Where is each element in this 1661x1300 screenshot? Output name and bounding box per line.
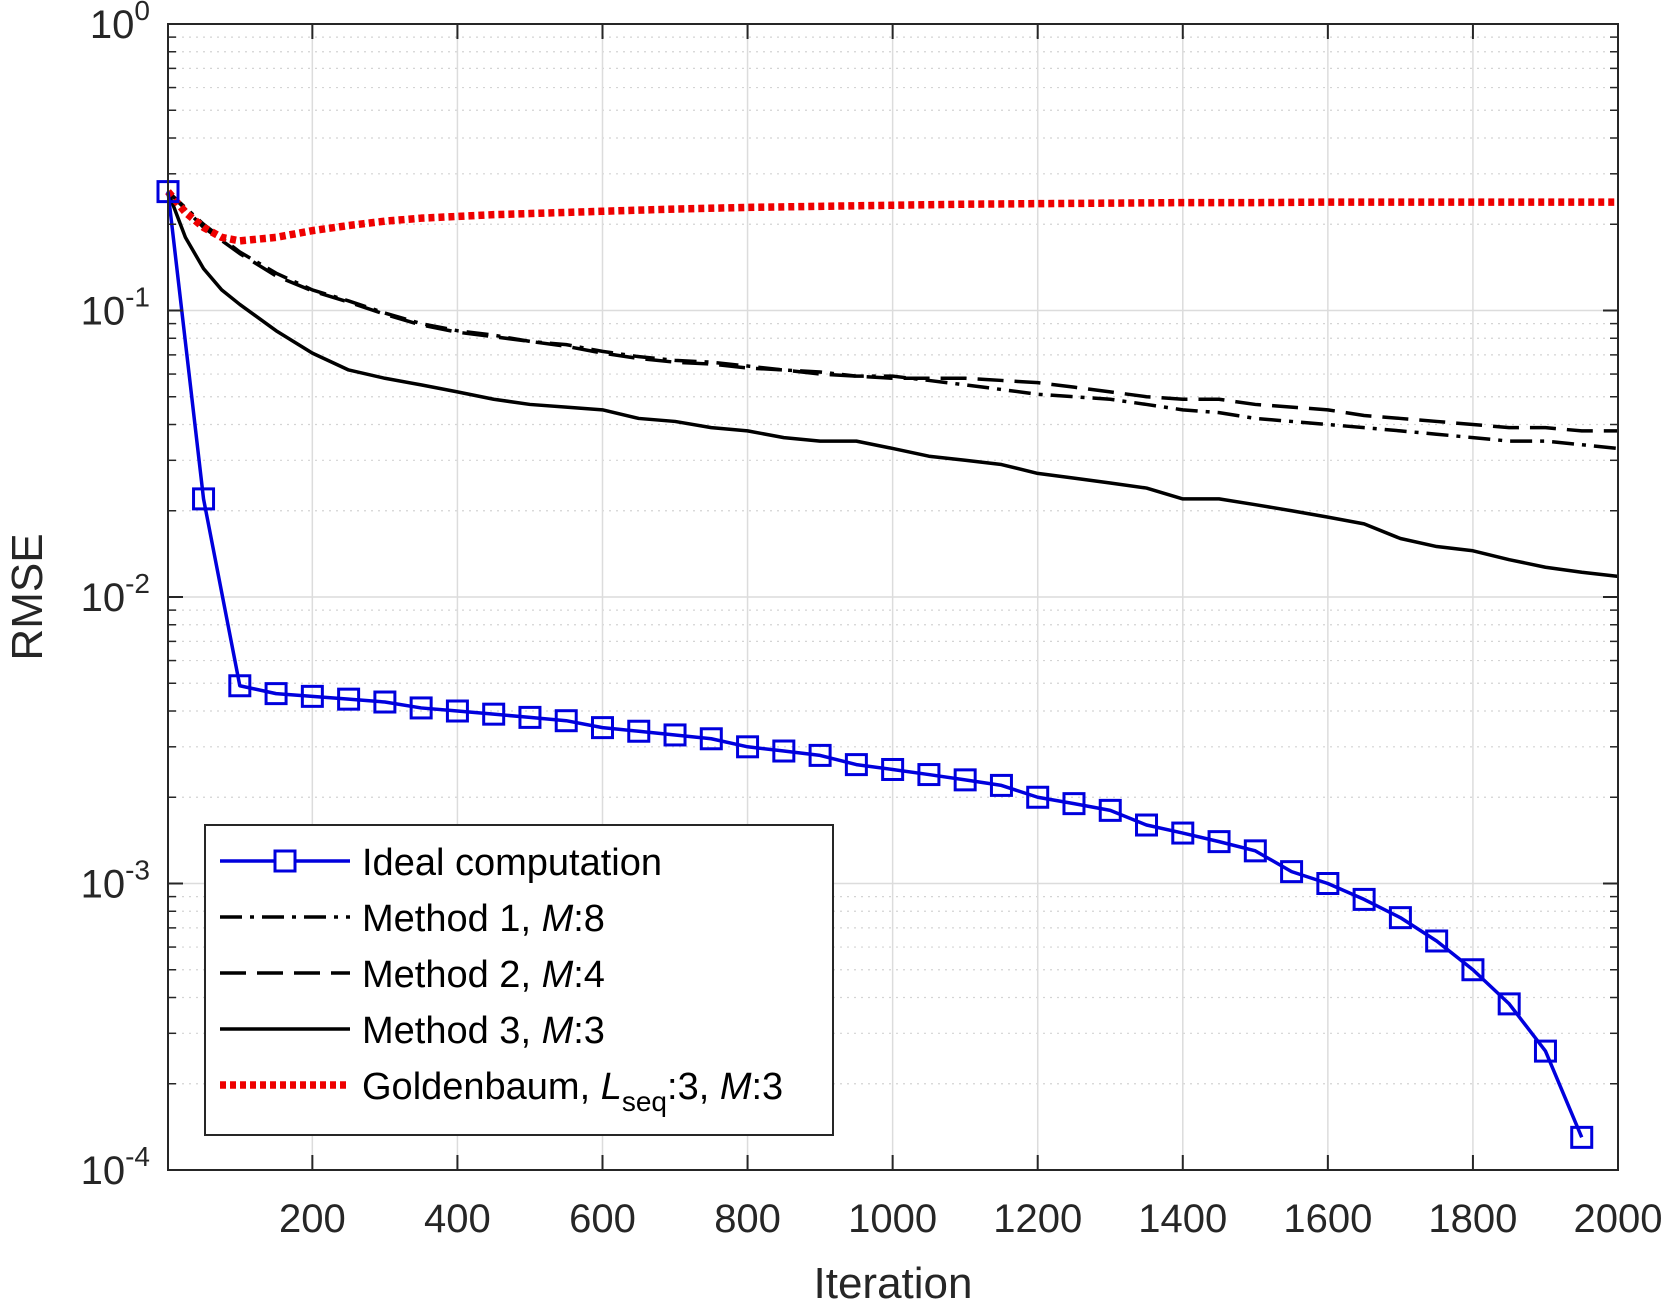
data-point-marker	[699, 727, 723, 751]
data-point-marker	[1062, 792, 1086, 816]
data-point-marker	[300, 684, 324, 708]
x-tick-label: 200	[279, 1197, 346, 1241]
data-point-marker	[264, 682, 288, 706]
legend-label: Ideal computation	[362, 842, 662, 884]
legend-item: Method 1, M:8	[220, 898, 605, 940]
data-point-marker	[1316, 872, 1340, 895]
series-line	[166, 190, 1619, 579]
series-dashdot	[166, 190, 1619, 451]
data-point-marker	[1352, 887, 1376, 911]
data-point-marker	[337, 687, 361, 711]
y-tick-label: 10-3	[81, 855, 150, 907]
legend-item: Goldenbaum, Lseq:3, M:3	[220, 1066, 783, 1117]
legend-item: Method 2, M:4	[220, 954, 605, 996]
y-axis-label: RMSE	[3, 533, 52, 660]
data-point-marker	[518, 705, 542, 729]
data-point-marker	[627, 719, 651, 743]
legend-label: Goldenbaum, Lseq:3, M:3	[362, 1066, 783, 1117]
series-solid	[166, 190, 1619, 579]
y-tick-label: 10-4	[81, 1141, 150, 1193]
legend-label: Method 1, M:8	[362, 898, 605, 940]
y-tick-label: 10-2	[81, 568, 150, 620]
x-axis-label: Iteration	[814, 1259, 973, 1300]
data-point-marker	[1207, 830, 1231, 854]
x-tick-label: 600	[569, 1197, 636, 1241]
y-tick-label: 100	[90, 0, 150, 47]
data-point-marker	[1280, 860, 1304, 884]
data-point-marker	[1570, 1125, 1594, 1149]
x-tick-label: 1000	[848, 1197, 937, 1241]
data-point-marker	[953, 768, 977, 792]
data-point-marker	[1135, 813, 1159, 837]
x-tick-label: 1600	[1283, 1197, 1372, 1241]
series-line	[166, 191, 1584, 1139]
series-dotted	[165, 189, 1618, 245]
tick-marks	[168, 23, 1619, 1171]
data-point-marker	[590, 716, 614, 740]
data-point-marker	[1388, 906, 1412, 930]
y-tick-labels: 10-4 10-3 10-2 10-1 100	[81, 0, 150, 1193]
data-point-marker	[1533, 1039, 1557, 1063]
data-point-marker	[445, 699, 469, 723]
legend-swatch-marker	[273, 849, 297, 873]
data-point-marker	[409, 696, 433, 720]
legend-label: Method 3, M:3	[362, 1010, 605, 1052]
series-line	[166, 190, 1618, 433]
series-layer	[156, 180, 1619, 1149]
data-point-marker	[1026, 785, 1050, 809]
x-tick-label: 1200	[993, 1197, 1082, 1241]
legend-item: Ideal computation	[220, 842, 662, 884]
y-tick-label: 10-1	[81, 282, 150, 334]
data-point-marker	[881, 757, 905, 781]
legend-item: Method 3, M:3	[220, 1010, 605, 1052]
x-tick-label: 1800	[1428, 1197, 1517, 1241]
data-point-marker	[1425, 929, 1449, 953]
series-line	[166, 190, 1619, 451]
data-point-marker	[228, 674, 252, 698]
data-point-marker	[736, 735, 760, 759]
data-point-marker	[772, 739, 796, 763]
data-point-marker	[1461, 958, 1485, 982]
data-point-marker	[1497, 992, 1521, 1016]
data-point-marker	[373, 690, 397, 714]
x-tick-labels: 200 400 600 800 1000 1200 1400 1600 1800 2000	[279, 1197, 1661, 1241]
data-point-marker	[1243, 839, 1267, 863]
x-tick-label: 1400	[1138, 1197, 1227, 1241]
x-tick-label: 400	[424, 1197, 491, 1241]
data-point-marker	[482, 702, 506, 726]
data-point-marker	[554, 709, 578, 733]
legend-label: Method 2, M:4	[362, 954, 605, 996]
series-line	[165, 189, 1618, 245]
legend-box	[204, 824, 834, 1136]
data-point-marker	[989, 773, 1013, 797]
x-tick-label: 2000	[1574, 1197, 1661, 1241]
x-tick-label: 800	[714, 1197, 781, 1241]
data-point-marker	[1171, 821, 1195, 845]
data-point-marker	[808, 743, 832, 767]
data-point-marker	[917, 763, 941, 787]
data-point-marker	[1098, 798, 1122, 822]
data-point-marker	[663, 723, 687, 747]
series-dashed	[166, 190, 1618, 433]
legend[interactable]: Ideal computation Method 1, M:8 Method 2, …	[204, 824, 834, 1136]
data-point-marker	[192, 487, 216, 511]
series-solid-square	[156, 180, 1594, 1149]
data-point-marker	[844, 753, 868, 777]
